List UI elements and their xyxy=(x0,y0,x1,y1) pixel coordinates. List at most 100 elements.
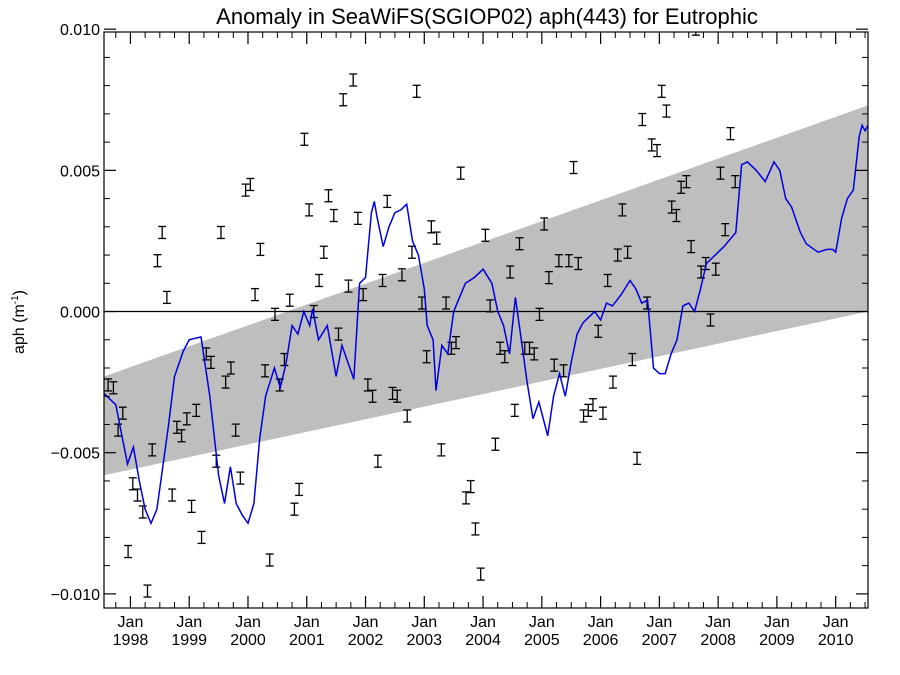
data-point-errorbar xyxy=(344,279,353,293)
data-point-errorbar xyxy=(148,443,157,457)
data-point-errorbar xyxy=(687,239,696,254)
data-point-errorbar xyxy=(530,347,539,361)
data-point-errorbar xyxy=(721,222,730,237)
x-tick-label-month: Jan xyxy=(588,614,614,631)
data-point-errorbar xyxy=(462,491,471,505)
data-point-errorbar xyxy=(397,268,406,282)
data-point-errorbar xyxy=(574,256,583,271)
data-point-errorbar xyxy=(500,350,509,364)
data-point-errorbar xyxy=(466,479,475,494)
data-point-errorbar xyxy=(388,386,397,401)
data-point-errorbar xyxy=(691,32,700,36)
data-point-errorbar xyxy=(138,505,147,519)
trend-band xyxy=(104,105,868,476)
data-point-errorbar xyxy=(506,265,515,279)
data-point-errorbar xyxy=(525,341,534,355)
data-point-errorbar xyxy=(158,225,167,240)
data-point-errorbar xyxy=(510,403,519,418)
x-tick-label-year: 1998 xyxy=(113,632,149,649)
data-point-errorbar xyxy=(486,299,495,313)
svg-text:aph (m-1): aph (m-1) xyxy=(10,290,28,354)
data-point-errorbar xyxy=(491,437,500,451)
data-point-errorbar xyxy=(368,389,377,403)
data-point-errorbar xyxy=(285,293,294,307)
data-point-errorbar xyxy=(168,488,177,502)
y-tick-label: −0.005 xyxy=(51,446,100,463)
data-point-errorbar xyxy=(295,482,304,497)
data-point-errorbar xyxy=(128,477,137,491)
data-point-errorbar xyxy=(711,262,720,276)
x-tick-label-year: 2004 xyxy=(465,632,501,649)
data-point-errorbar xyxy=(540,217,549,231)
x-tick-label-year: 2003 xyxy=(406,632,442,649)
data-point-errorbar xyxy=(403,409,412,423)
x-axis: Jan1998Jan1999Jan2000Jan2001Jan2002Jan20… xyxy=(113,32,866,649)
x-tick-label-month: Jan xyxy=(705,614,731,631)
data-point-errorbar xyxy=(716,166,725,180)
data-point-errorbar xyxy=(731,174,740,189)
data-point-errorbar xyxy=(623,245,632,259)
data-point-errorbar xyxy=(334,327,343,341)
x-tick-label-year: 2007 xyxy=(642,632,678,649)
data-point-errorbar xyxy=(221,375,230,389)
data-point-errorbar xyxy=(246,177,255,192)
x-tick-label-year: 2005 xyxy=(524,632,560,649)
data-point-errorbar xyxy=(339,93,348,107)
data-point-errorbar xyxy=(104,378,113,392)
data-point-errorbar xyxy=(133,488,142,502)
data-point-errorbar xyxy=(393,389,402,403)
data-point-errorbar xyxy=(476,567,485,581)
x-tick-label-month: Jan xyxy=(411,614,437,631)
plot-area: −0.010−0.0050.0000.0050.010Jan1998Jan199… xyxy=(51,22,869,649)
data-point-errorbar xyxy=(657,84,666,98)
data-point-errorbar xyxy=(265,553,274,567)
data-point-errorbar xyxy=(319,245,328,259)
x-tick-label-year: 2010 xyxy=(818,632,854,649)
data-point-errorbar xyxy=(653,143,662,158)
y-axis-label: aph (m-1) xyxy=(10,290,28,354)
data-point-errorbar xyxy=(588,398,597,412)
data-point-errorbar xyxy=(603,273,612,288)
data-point-errorbar xyxy=(378,273,387,288)
data-point-errorbar xyxy=(124,544,133,559)
x-tick-label-year: 2000 xyxy=(230,632,266,649)
data-point-errorbar xyxy=(432,231,441,245)
data-point-errorbar xyxy=(172,420,181,434)
data-point-errorbar xyxy=(682,174,691,189)
data-point-errorbar xyxy=(182,412,191,426)
data-point-errorbar xyxy=(550,358,559,372)
x-tick-label-month: Jan xyxy=(764,614,790,631)
data-point-errorbar xyxy=(456,166,465,180)
data-point-errorbar xyxy=(300,132,309,146)
x-tick-label-month: Jan xyxy=(176,614,202,631)
x-tick-label-year: 2002 xyxy=(348,632,384,649)
data-point-errorbar xyxy=(353,211,362,226)
x-tick-label-year: 2006 xyxy=(583,632,619,649)
data-point-errorbar xyxy=(643,296,652,310)
data-point-errorbar xyxy=(349,73,358,87)
data-point-errorbar xyxy=(481,228,490,242)
data-point-errorbar xyxy=(427,220,436,234)
y-axis: −0.010 −0.005 0.000 0.005 0.010 xyxy=(51,22,868,604)
y-tick-label: −0.010 xyxy=(51,587,100,604)
data-point-errorbar xyxy=(726,126,735,141)
x-tick-label-month: Jan xyxy=(353,614,379,631)
data-point-errorbar xyxy=(662,104,671,118)
x-tick-label-month: Jan xyxy=(529,614,555,631)
data-point-errorbar xyxy=(437,443,446,457)
data-point-errorbar xyxy=(422,350,431,364)
data-point-errorbar xyxy=(216,225,225,240)
data-point-errorbar xyxy=(251,287,260,302)
data-point-errorbar xyxy=(496,341,505,355)
data-point-errorbar xyxy=(187,499,196,514)
x-tick-label-month: Jan xyxy=(823,614,849,631)
data-point-errorbar xyxy=(677,180,686,194)
data-point-errorbar xyxy=(554,254,563,268)
monthly-points xyxy=(104,32,740,598)
data-point-errorbar xyxy=(442,296,451,310)
x-tick-label-year: 2009 xyxy=(759,632,795,649)
data-point-errorbar xyxy=(241,183,250,197)
plot-frame xyxy=(103,31,869,609)
data-point-errorbar xyxy=(594,324,603,338)
